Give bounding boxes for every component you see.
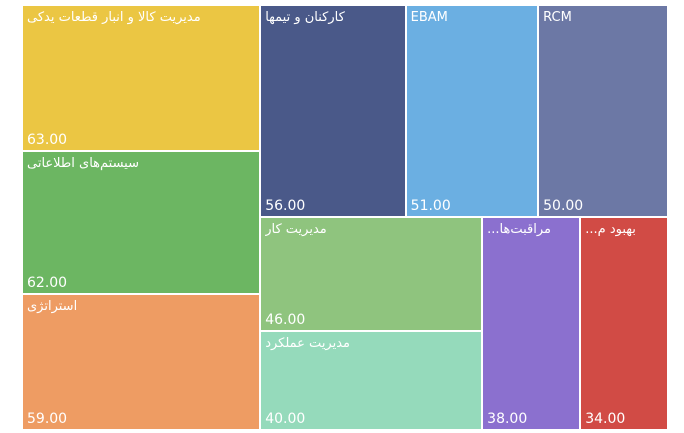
value-label: 34.00 bbox=[585, 410, 626, 427]
value-label: 40.00 bbox=[265, 410, 306, 427]
tile-label: سیستم‌های اطلاعاتی bbox=[27, 155, 139, 171]
value-label: 51.00 bbox=[410, 197, 451, 214]
tile: EBAM 51.00 bbox=[405, 5, 539, 217]
tile-label: RCM bbox=[543, 10, 572, 25]
tile: مدیریت عملکرد 40.00 bbox=[260, 330, 483, 430]
tile-label: مراقبت‌ها... bbox=[487, 221, 552, 237]
tile: سیستم‌های اطلاعاتی 62.00 bbox=[22, 150, 261, 294]
value-label: 38.00 bbox=[487, 410, 528, 427]
tile-label: بهبود م... bbox=[585, 221, 636, 237]
tile: مراقبت‌ها... 38.00 bbox=[482, 216, 581, 430]
tile: مدیریت کار 46.00 bbox=[260, 216, 483, 331]
value-label: 59.00 bbox=[27, 410, 68, 427]
value-label: 63.00 bbox=[27, 131, 68, 148]
tile-label: استراتژی bbox=[27, 298, 78, 314]
tile: بهبود م... 34.00 bbox=[580, 216, 668, 430]
value-label: 62.00 bbox=[27, 274, 68, 291]
tile: استراتژی 59.00 bbox=[22, 293, 261, 430]
tile-label: مدیریت کالا و انبار قطعات یدکی bbox=[27, 10, 201, 25]
tile: RCM 50.00 bbox=[538, 5, 668, 217]
value-label: 56.00 bbox=[265, 197, 306, 214]
tile-label: مدیریت عملکرد bbox=[265, 335, 351, 351]
tile-label: کارکنان و تیمها bbox=[265, 10, 345, 25]
value-label: 46.00 bbox=[265, 311, 306, 328]
tile-label: مدیریت کار bbox=[265, 221, 327, 237]
value-label: 50.00 bbox=[543, 197, 584, 214]
tile: مدیریت کالا و انبار قطعات یدکی 63.00 bbox=[22, 5, 261, 151]
tile-label: EBAM bbox=[410, 10, 448, 25]
tile: کارکنان و تیمها 56.00 bbox=[260, 5, 406, 217]
